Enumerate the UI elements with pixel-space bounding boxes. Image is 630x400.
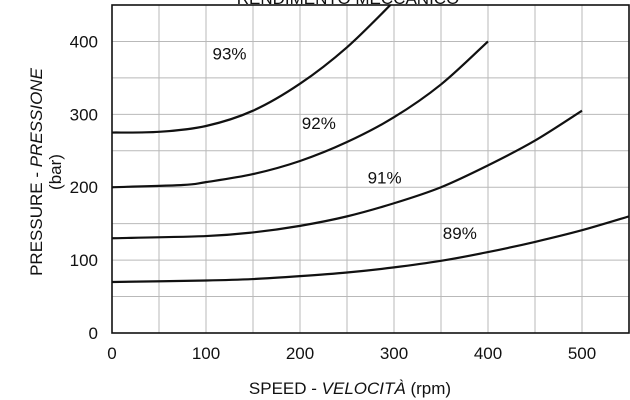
efficiency-curve [112, 215, 629, 284]
y-tick-label: 0 [89, 324, 98, 343]
x-tick-label: 300 [380, 344, 408, 363]
x-tick-label: 0 [107, 344, 116, 363]
y-tick-label: 200 [70, 178, 98, 197]
y-axis-label-italic: PRESSIONE [27, 67, 46, 167]
efficiency-curve [112, 109, 583, 240]
x-axis-label-unit: (rpm) [406, 379, 451, 398]
x-axis-label-main: SPEED - [249, 379, 322, 398]
x-tick-label: 500 [568, 344, 596, 363]
x-tick-label: 100 [192, 344, 220, 363]
y-axis-label: PRESSURE - PRESSIONE [27, 67, 46, 275]
y-axis-label-main: PRESSURE - [27, 167, 46, 276]
plot-frame [111, 4, 630, 334]
curves [112, 5, 629, 284]
y-tick-label: 400 [70, 32, 98, 51]
efficiency-curve [112, 40, 489, 189]
x-tick-label: 200 [286, 344, 314, 363]
y-axis-unit: (bar) [46, 154, 65, 190]
curve-label: 89% [443, 224, 477, 243]
ticks: 0 100 200 300 400 500 0 100 200 300 400 [70, 32, 597, 363]
y-tick-label: 300 [70, 105, 98, 124]
y-tick-label: 100 [70, 251, 98, 270]
curve-label: 93% [212, 45, 246, 64]
x-axis-label-italic: VELOCITÀ [322, 379, 406, 398]
x-axis-label: SPEED - VELOCITÀ (rpm) [249, 379, 451, 398]
curve-label: 92% [302, 114, 336, 133]
curve-labels: 93% 92% 91% 89% [212, 45, 476, 243]
curve-label: 91% [368, 169, 402, 188]
x-tick-label: 400 [474, 344, 502, 363]
chart-title: RENDIMENTO MECCANICO [237, 0, 460, 8]
efficiency-curve [112, 5, 392, 134]
